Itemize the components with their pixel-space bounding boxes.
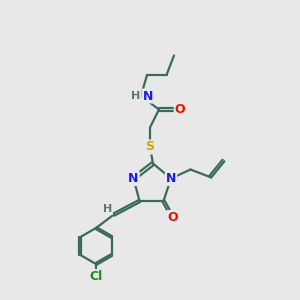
Text: O: O (175, 103, 185, 116)
Text: N: N (142, 89, 153, 103)
Text: N: N (166, 172, 176, 185)
Text: N: N (128, 172, 139, 185)
Text: S: S (146, 140, 154, 154)
Text: H: H (131, 91, 140, 101)
Text: Cl: Cl (89, 270, 103, 283)
Text: O: O (167, 211, 178, 224)
Text: H: H (103, 204, 112, 214)
